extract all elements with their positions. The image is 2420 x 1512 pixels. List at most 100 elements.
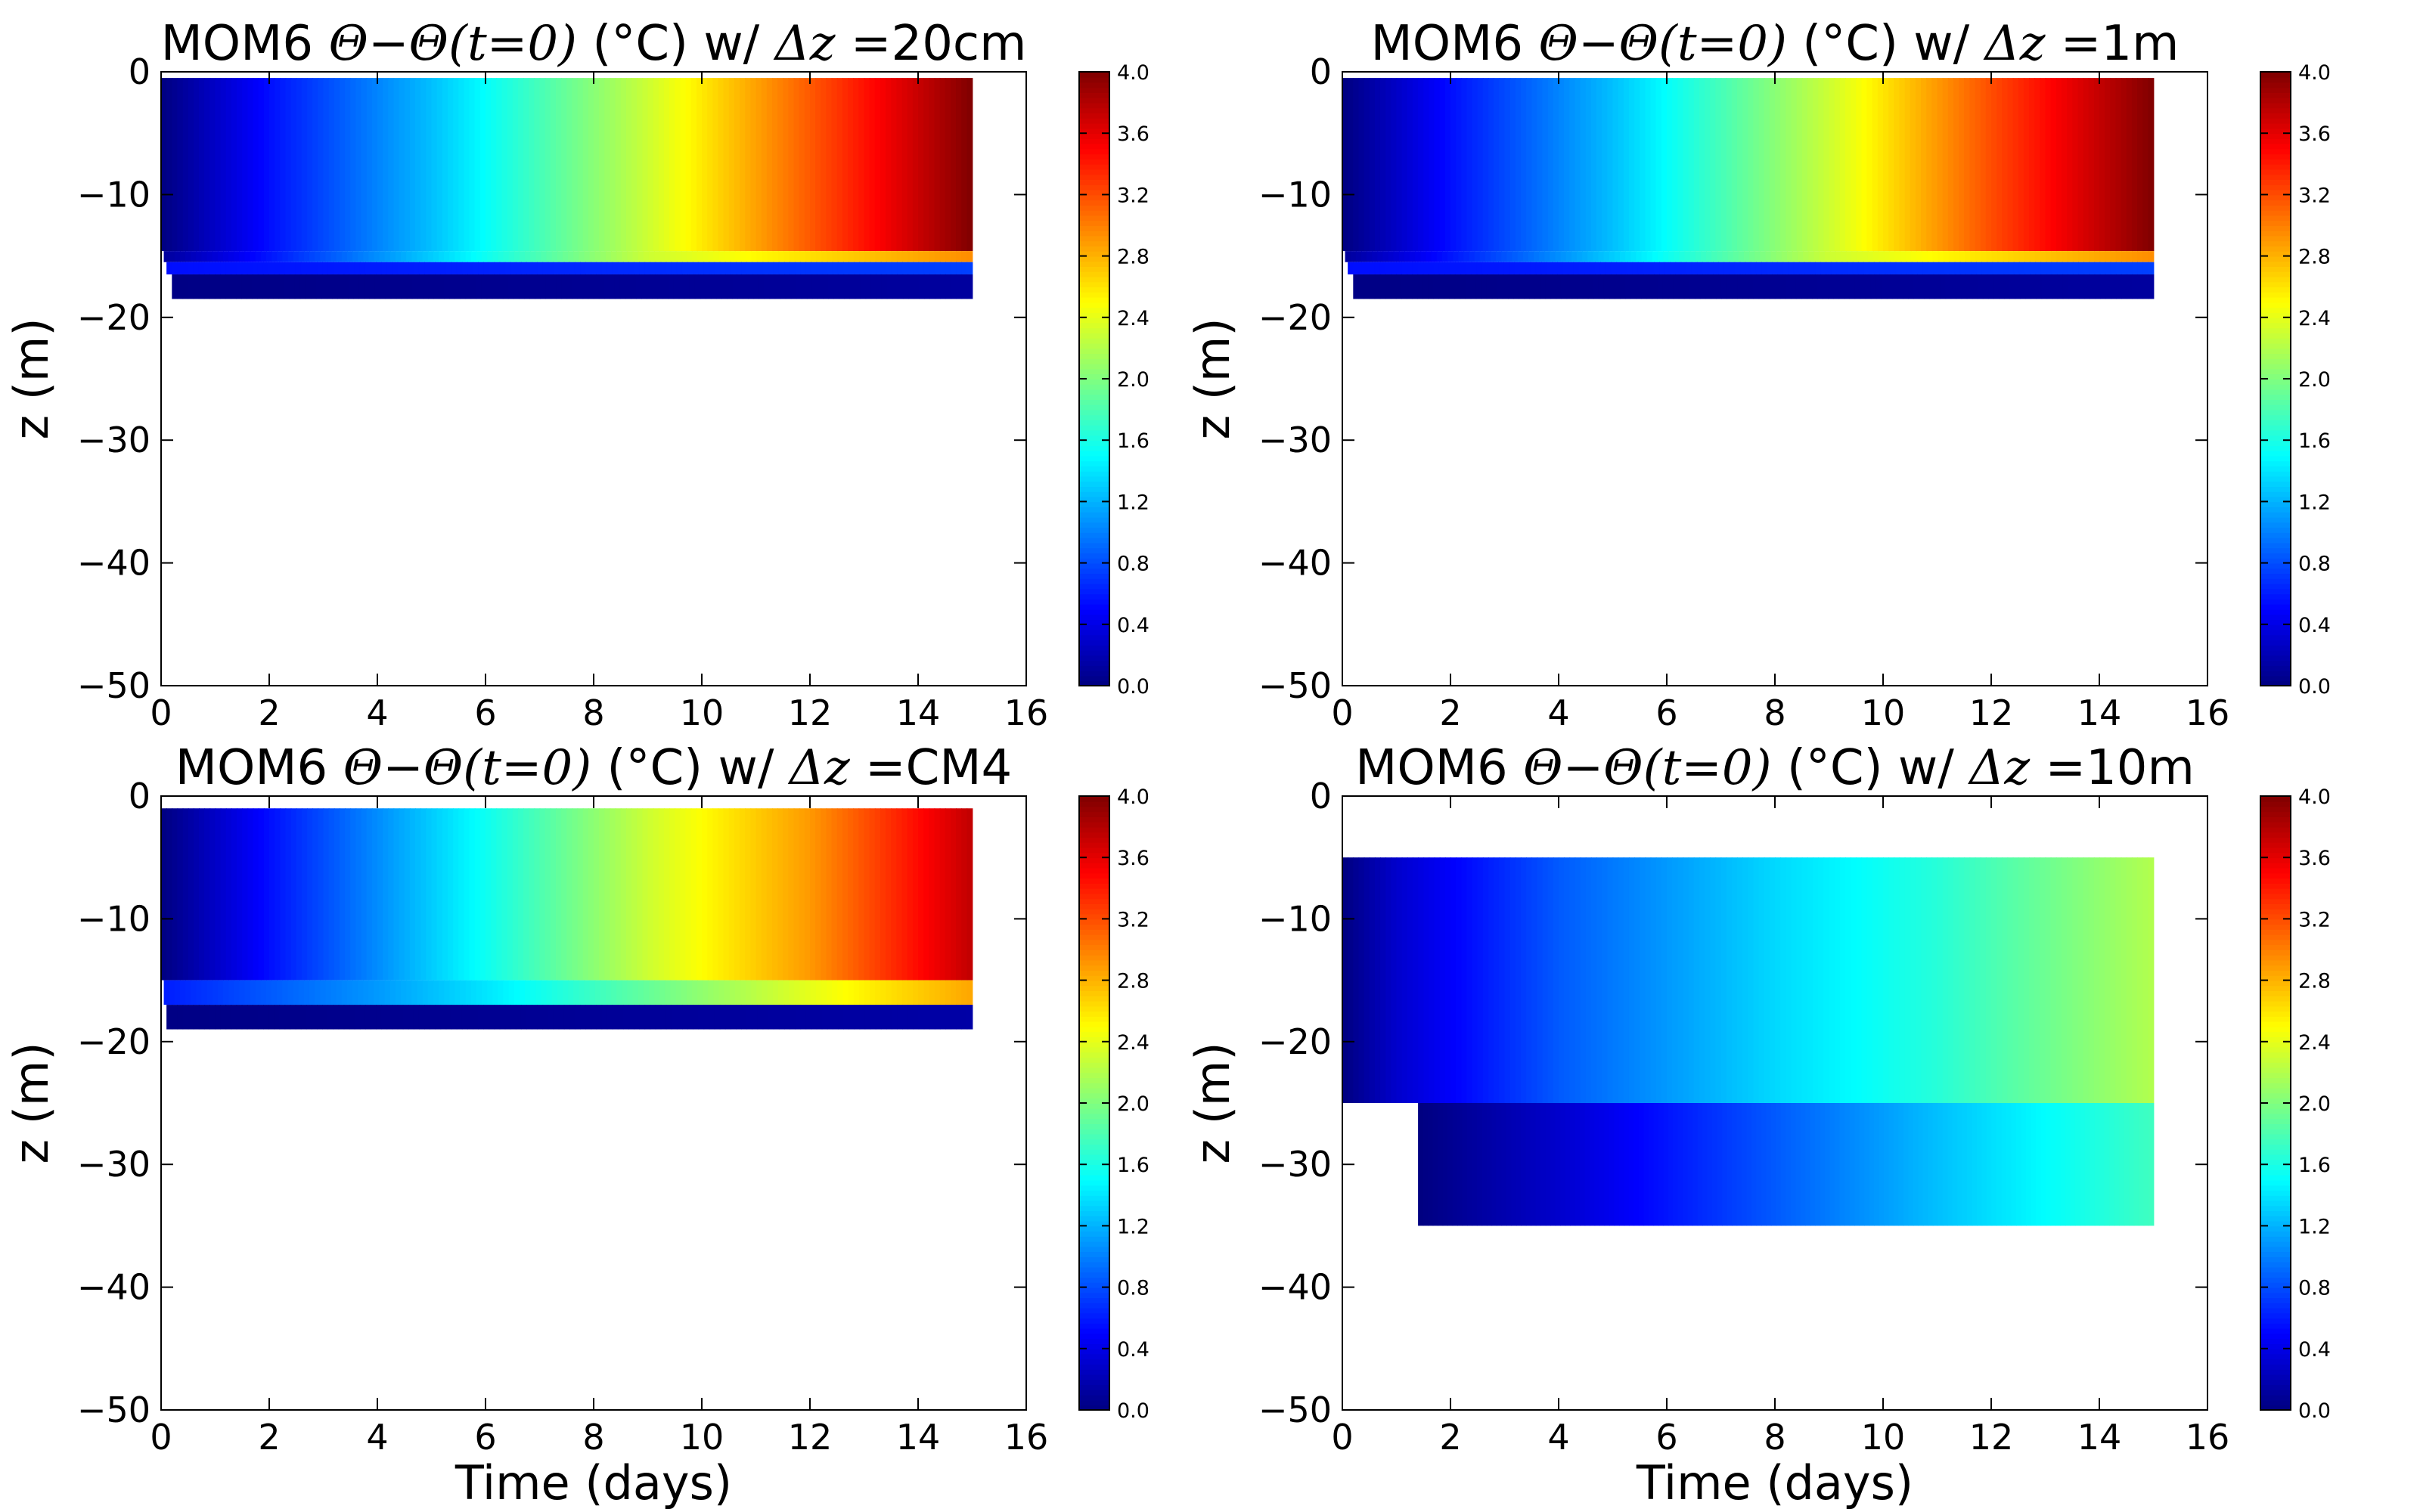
heatmap-cell [1423, 262, 1429, 274]
heatmap-cell [2093, 78, 2100, 252]
colorbar-tick-label: 2.0 [2298, 1092, 2331, 1116]
heatmap-cell [436, 78, 443, 252]
heatmap-cell [1584, 1103, 1590, 1226]
heatmap-cell [2148, 251, 2155, 262]
colorbar-segment [1079, 291, 1109, 298]
colorbar-segment [2260, 924, 2291, 930]
heatmap-cell [1774, 274, 1781, 299]
heatmap-cell [896, 251, 903, 262]
heatmap-cell [694, 274, 701, 299]
heatmap-cell [1429, 78, 1435, 252]
heatmap-cell [219, 274, 226, 299]
heatmap-cell [1823, 274, 1829, 299]
heatmap-cell [1729, 262, 1736, 274]
y-tick-label: −40 [77, 1267, 150, 1308]
heatmap-cell [1466, 78, 1473, 252]
heatmap-cell [1515, 78, 1522, 252]
colorbar-segment [1079, 619, 1109, 625]
heatmap-cell [1753, 78, 1760, 252]
heatmap-cell [548, 262, 554, 274]
heatmap-cell [821, 251, 827, 262]
heatmap-cell [1809, 262, 1816, 274]
heatmap-cell [2121, 857, 2127, 1103]
heatmap-cell [172, 808, 178, 981]
heatmap-cell [632, 980, 639, 1005]
heatmap-cell [653, 808, 659, 981]
heatmap-cell [734, 808, 740, 981]
heatmap-cell [1653, 262, 1660, 274]
colorbar-segment [1079, 209, 1109, 216]
heatmap-cell [465, 980, 472, 1005]
colorbar-segment [1079, 1185, 1109, 1191]
x-tick-label: 12 [1969, 692, 2014, 733]
colorbar-segment [2260, 1322, 2291, 1329]
heatmap-cell [1501, 1103, 1507, 1226]
heatmap-cell [1786, 251, 1793, 262]
heatmap-cell [1686, 262, 1692, 274]
heatmap-cell [601, 262, 608, 274]
heatmap-cell [874, 808, 881, 981]
heatmap-cell [912, 808, 919, 981]
heatmap-cell [568, 251, 575, 262]
heatmap-cell [2018, 78, 2024, 252]
heatmap-cell [512, 78, 519, 252]
heatmap-cell [691, 980, 698, 1005]
heatmap-cell [1792, 251, 1799, 262]
heatmap-cell [558, 262, 565, 274]
heatmap-cell [1535, 262, 1542, 274]
heatmap-cell [568, 980, 575, 1005]
heatmap-cell [854, 262, 861, 274]
heatmap-cell [1756, 1103, 1762, 1226]
heatmap-cell [1648, 262, 1655, 274]
heatmap-cell [766, 808, 773, 981]
heatmap-cell [574, 262, 581, 274]
heatmap-cell [1841, 251, 1848, 262]
heatmap-cell [1632, 262, 1639, 274]
colorbar-segment [1079, 614, 1109, 620]
heatmap-cell [891, 980, 898, 1005]
colorbar-segment [1079, 532, 1109, 538]
heatmap-cell [1582, 251, 1589, 262]
heatmap-cell [842, 980, 849, 1005]
y-tick-label: −20 [1258, 297, 1332, 338]
heatmap-cell [1353, 262, 1360, 274]
heatmap-cell [1699, 857, 1705, 1103]
heatmap-cell [529, 808, 535, 981]
heatmap-cell [1401, 262, 1408, 274]
heatmap-cell [648, 980, 655, 1005]
heatmap-cell [1674, 251, 1680, 262]
heatmap-cell [497, 274, 504, 299]
heatmap-cell [665, 251, 672, 262]
heatmap-cell [1624, 1103, 1630, 1226]
heatmap-cell [1526, 857, 1533, 1103]
heatmap-cell [234, 251, 240, 262]
heatmap-cell [799, 980, 806, 1005]
heatmap-cell [182, 1005, 189, 1030]
heatmap-cell [1658, 1103, 1665, 1226]
heatmap-cell [619, 274, 626, 299]
heatmap-cell [455, 980, 461, 1005]
colorbar-segment [1079, 1179, 1109, 1186]
heatmap-cell [1575, 78, 1581, 252]
heatmap-cell [301, 78, 308, 252]
heatmap-cell [724, 262, 731, 274]
colorbar-tick-label: 3.6 [1117, 847, 1150, 870]
heatmap-cell [1348, 78, 1354, 252]
colorbar-segment [2260, 1251, 2291, 1257]
heatmap-cell [1741, 1103, 1748, 1226]
colorbar-segment [1079, 460, 1109, 466]
heatmap-cell [499, 1005, 506, 1030]
colorbar-segment [1079, 240, 1109, 246]
colorbar-segment [1079, 235, 1109, 242]
heatmap-cell [966, 251, 973, 262]
heatmap-cell [799, 251, 806, 262]
heatmap-cell [285, 808, 292, 981]
heatmap-cell [555, 78, 562, 252]
heatmap-cell [650, 262, 656, 274]
heatmap-cell [793, 78, 800, 252]
heatmap-cell [1607, 857, 1614, 1103]
colorbar-segment [2260, 256, 2291, 262]
heatmap-cell [542, 262, 549, 274]
heatmap-cell [1520, 857, 1527, 1103]
heatmap-cell [793, 808, 800, 981]
